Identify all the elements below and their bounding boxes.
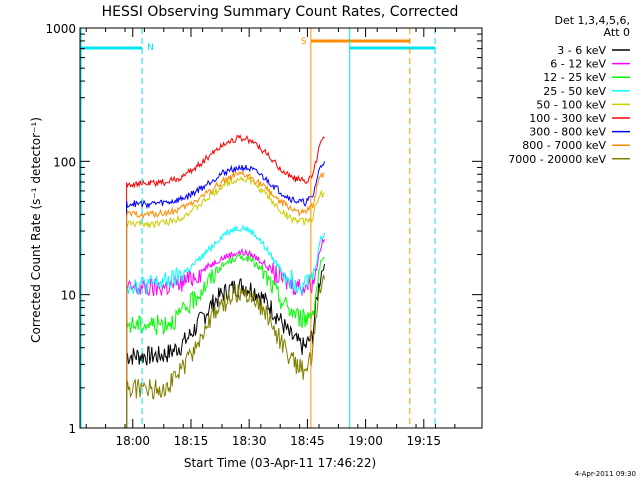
series-line-6 <box>126 133 325 428</box>
y-axis-label: Corrected Count Rate (s⁻¹ detector⁻¹) <box>29 117 43 343</box>
series-line-1 <box>126 263 325 428</box>
series-line-3 <box>126 253 325 428</box>
chart-title: HESSI Observing Summary Count Rates, Cor… <box>102 4 459 20</box>
legend-label-9: 7000 - 20000 keV <box>508 153 606 166</box>
night-flag-label: N <box>147 43 154 53</box>
x-tick-label: 18:15 <box>174 434 209 448</box>
x-axis-label: Start Time (03-Apr-11 17:46:22) <box>184 456 376 470</box>
legend-label-2: 6 - 12 keV <box>550 58 606 71</box>
legend-label-8: 800 - 7000 keV <box>522 139 606 152</box>
x-tick-label: 19:00 <box>348 434 383 448</box>
x-tick-label: 18:00 <box>115 434 150 448</box>
legend-label-1: 3 - 6 keV <box>557 44 606 57</box>
y-tick-label: 1000 <box>45 22 76 36</box>
y-tick-label: 1 <box>68 422 76 436</box>
x-tick-label: 19:15 <box>406 434 441 448</box>
y-tick-label: 100 <box>53 155 76 169</box>
legend-label-7: 300 - 800 keV <box>529 126 606 139</box>
series-line-2 <box>126 237 325 428</box>
legend-header-line-1: Det 1,3,4,5,6, <box>554 14 630 27</box>
legend-label-6: 100 - 300 keV <box>529 112 606 125</box>
x-tick-label: 18:30 <box>232 434 267 448</box>
legend-label-3: 12 - 25 keV <box>543 71 606 84</box>
plot-frame <box>79 27 483 429</box>
y-tick-label: 10 <box>61 289 76 303</box>
saa-flag-label: S <box>301 37 307 47</box>
legend-label-5: 50 - 100 keV <box>536 98 606 111</box>
date-stamp: 4-Apr-2011 09:30 <box>575 470 636 478</box>
legend-label-4: 25 - 50 keV <box>543 85 606 98</box>
x-tick-label: 18:45 <box>290 434 325 448</box>
plot-area: N S 18:00 18:15 18:30 18:45 19:00 19:15 1 10 100 10… <box>45 22 483 448</box>
legend-header-line-2: Att 0 <box>604 26 630 39</box>
series-line-7 <box>126 161 325 428</box>
series-line-4 <box>126 224 325 428</box>
series-line-9 <box>126 274 325 428</box>
series-line-8 <box>126 170 325 428</box>
